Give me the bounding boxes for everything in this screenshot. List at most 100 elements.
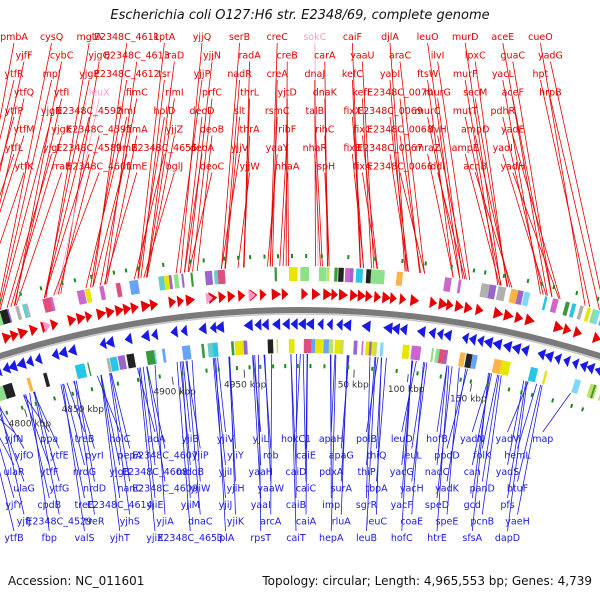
- forward-gene-arrow: [237, 289, 246, 302]
- forward-gene-arrow: [349, 289, 359, 302]
- gene-connector-line: [352, 42, 362, 268]
- inner-feature-band: [7, 383, 15, 398]
- outer-feature-band: [84, 288, 93, 304]
- outer-feature-band: [115, 282, 123, 298]
- reverse-gene-arrow: [399, 323, 408, 336]
- gene-label: yaaH: [249, 467, 273, 478]
- inner-marker: [519, 390, 523, 395]
- forward-gene-arrow: [49, 319, 59, 331]
- scale-label: 50 kbp: [338, 381, 369, 391]
- gene-connector-line: [399, 172, 426, 274]
- reverse-gene-arrow: [461, 332, 470, 345]
- gene-connector-line: [324, 172, 330, 267]
- gene-label: E2348C_0069: [357, 106, 423, 117]
- gene-connector-line: [0, 172, 25, 245]
- inner-marker: [530, 392, 534, 398]
- gene-connector-line: [389, 153, 409, 272]
- gene-connector-line: [330, 354, 337, 532]
- gene-label: ytfE: [50, 451, 69, 462]
- outer-feature-band: [15, 305, 23, 321]
- gene-connector-line: [0, 413, 25, 482]
- gene-label: folK: [473, 451, 492, 462]
- forward-gene-arrow: [301, 288, 309, 301]
- forward-gene-arrow: [429, 296, 438, 309]
- outer-marker: [552, 284, 556, 290]
- gene-label: mgtA: [76, 32, 102, 43]
- scale-tick: [78, 394, 81, 403]
- gene-connector-line: [481, 375, 502, 515]
- gene-label: nrdG: [73, 467, 96, 478]
- gene-connector-line: [100, 374, 121, 466]
- gene-label: gcd: [464, 500, 481, 511]
- reverse-gene-arrow: [26, 355, 35, 367]
- gene-label: rpsT: [250, 533, 271, 544]
- gene-label: yjgN: [41, 106, 62, 117]
- outer-feature-band: [395, 271, 404, 287]
- gene-connector-line: [34, 391, 60, 482]
- gene-connector-line: [0, 418, 15, 433]
- reverse-gene-arrow: [317, 318, 324, 331]
- forward-gene-labels: pmbA yjfF ytfR ytfQ ytfP ytfM ytfL ytfK cysQ cybC…: [0, 32, 563, 173]
- gene-label: mutT: [453, 106, 478, 117]
- forward-gene-arrow: [105, 306, 115, 319]
- gene-label: thiP: [357, 467, 375, 478]
- gene-label: fimA: [126, 125, 148, 136]
- gene-connector-line: [103, 172, 138, 285]
- gene-label: yaaU: [350, 51, 374, 62]
- forward-gene-arrow: [84, 310, 93, 323]
- gene-label: ytfM: [14, 125, 35, 136]
- outer-marker: [19, 291, 23, 296]
- gene-label: can: [464, 467, 481, 478]
- gene-label: imp: [322, 500, 340, 511]
- gene-label: ppa: [40, 434, 58, 445]
- gene-label: yjhT: [110, 533, 130, 544]
- gene-label: E2348C_4591: [66, 125, 132, 136]
- gene-connector-line: [191, 360, 201, 482]
- gene-label: yjgP: [79, 69, 99, 80]
- gene-connector-line: [399, 135, 422, 274]
- gene-label: ilvH: [429, 125, 447, 136]
- gene-connector-line: [399, 61, 425, 274]
- gene-connector-line: [57, 135, 100, 295]
- gene-label: yjiK: [227, 517, 245, 528]
- gene-label: E2348C_0068: [367, 125, 433, 136]
- gene-label: ampD: [461, 125, 489, 136]
- outer-feature-band: [562, 301, 570, 317]
- gene-connector-line: [550, 98, 600, 310]
- gene-connector-line: [10, 135, 62, 307]
- forward-gene-arrow: [281, 288, 289, 301]
- gene-label: ytfB: [4, 533, 23, 544]
- scale-tick: [24, 409, 28, 417]
- reverse-gene-arrow: [282, 318, 290, 331]
- gene-label: E2348C_4612: [94, 69, 160, 80]
- scale-tick: [469, 383, 473, 392]
- inner-marker: [136, 377, 140, 383]
- forward-gene-arrow: [591, 331, 600, 344]
- gene-label: E2348C_0066: [367, 162, 433, 173]
- gene-connector-line: [464, 42, 502, 286]
- inner-marker: [439, 374, 443, 379]
- inner-feature-band: [145, 349, 158, 366]
- gene-label: cpdB: [37, 500, 61, 511]
- gene-connector-line: [464, 79, 499, 285]
- outer-feature-band: [173, 274, 180, 289]
- inner-marker: [34, 401, 38, 406]
- gene-label: yabI: [380, 69, 400, 80]
- gene-label: surA: [331, 484, 353, 495]
- gene-label: yjfJ: [17, 517, 31, 528]
- reverse-gene-arrow: [99, 337, 107, 350]
- gene-label: mdoB: [176, 467, 204, 478]
- reverse-gene-arrow: [511, 343, 522, 355]
- gene-label: yjjW: [239, 162, 260, 173]
- gene-label: yjjP: [194, 69, 211, 80]
- gene-connector-line: [176, 361, 191, 532]
- gene-label: dapD: [495, 533, 520, 544]
- gene-label: tbpA: [365, 484, 388, 495]
- gene-connector-line: [436, 366, 453, 499]
- gene-label: speE: [436, 517, 459, 528]
- gene-label: yjgB: [109, 467, 130, 478]
- gene-connector-line: [437, 61, 471, 280]
- gene-label: fimE: [126, 162, 147, 173]
- gene-label: htrE: [427, 533, 447, 544]
